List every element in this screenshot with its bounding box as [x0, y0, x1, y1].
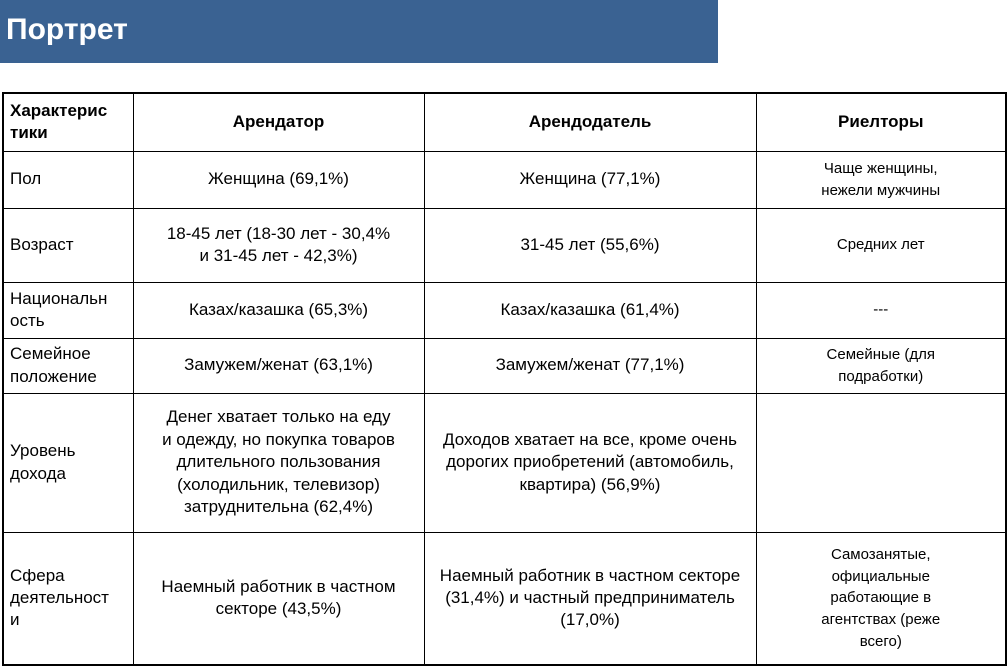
- cell-age-label: Возраст: [2, 207, 134, 283]
- cell-marital-realtors: Семейные (для подработки): [755, 337, 1007, 394]
- cell-income-realtors: [755, 392, 1007, 533]
- cell-age-tenant: 18-45 лет (18-30 лет - 30,4% и 31-45 лет…: [132, 207, 425, 283]
- cell-nationality-tenant: Казах/казашка (65,3%): [132, 281, 425, 339]
- cell-marital-label: Семейное положение: [2, 337, 134, 394]
- page-title: Портрет: [6, 13, 128, 46]
- cell-income-landlord: Доходов хватает на все, кроме очень доро…: [423, 392, 757, 533]
- header-characteristics: Характерис тики: [2, 92, 134, 152]
- header-tenant: Арендатор: [132, 92, 425, 152]
- header-realtors: Риелторы: [755, 92, 1007, 152]
- cell-income-label: Уровень дохода: [2, 392, 134, 533]
- portrait-table: Характерис тики Арендатор Арендодатель Р…: [2, 92, 1007, 666]
- table-row-marital-status: Семейное положение Замужем/женат (63,1%)…: [2, 337, 1007, 394]
- table-row-nationality: Национальн ость Казах/казашка (65,3%) Ка…: [2, 281, 1007, 339]
- cell-occupation-realtors: Самозанятые, официальные работающие в аг…: [755, 531, 1007, 666]
- table-row-gender: Пол Женщина (69,1%) Женщина (77,1%) Чаще…: [2, 150, 1007, 209]
- cell-marital-landlord: Замужем/женат (77,1%): [423, 337, 757, 394]
- cell-nationality-label: Национальн ость: [2, 281, 134, 339]
- cell-gender-landlord: Женщина (77,1%): [423, 150, 757, 209]
- cell-age-realtors: Средних лет: [755, 207, 1007, 283]
- header-landlord: Арендодатель: [423, 92, 757, 152]
- cell-marital-tenant: Замужем/женат (63,1%): [132, 337, 425, 394]
- table-row-income-level: Уровень дохода Денег хватает только на е…: [2, 392, 1007, 533]
- cell-occupation-landlord: Наемный работник в частном секторе (31,4…: [423, 531, 757, 666]
- cell-income-tenant: Денег хватает только на еду и одежду, но…: [132, 392, 425, 533]
- title-banner: Портрет: [0, 0, 718, 63]
- cell-nationality-landlord: Казах/казашка (61,4%): [423, 281, 757, 339]
- cell-occupation-tenant: Наемный работник в частном секторе (43,5…: [132, 531, 425, 666]
- table-header-row: Характерис тики Арендатор Арендодатель Р…: [2, 92, 1007, 152]
- table-row-age: Возраст 18-45 лет (18-30 лет - 30,4% и 3…: [2, 207, 1007, 283]
- cell-gender-label: Пол: [2, 150, 134, 209]
- cell-age-landlord: 31-45 лет (55,6%): [423, 207, 757, 283]
- cell-gender-realtors: Чаще женщины, нежели мужчины: [755, 150, 1007, 209]
- cell-nationality-realtors: ---: [755, 281, 1007, 339]
- cell-occupation-label: Сфера деятельност и: [2, 531, 134, 666]
- table-row-occupation: Сфера деятельност и Наемный работник в ч…: [2, 531, 1007, 666]
- cell-gender-tenant: Женщина (69,1%): [132, 150, 425, 209]
